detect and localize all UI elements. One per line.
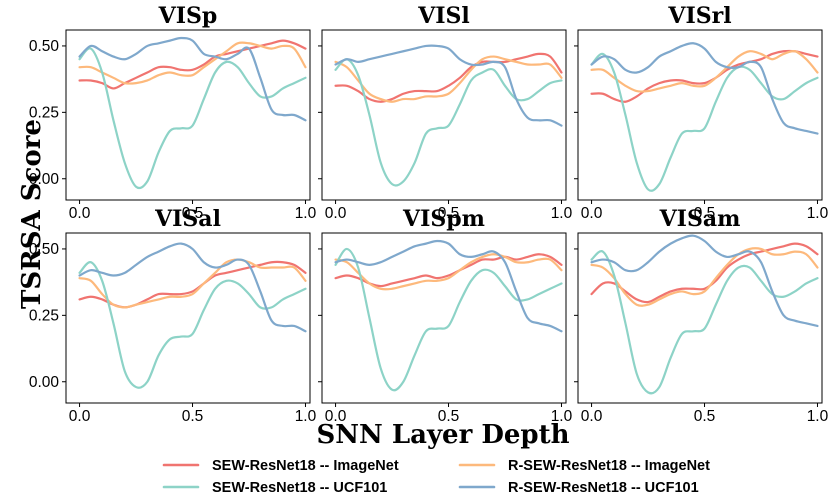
y-tick-label: 0.50 [29,38,60,55]
y-tick-label: 0.50 [29,241,60,258]
x-tick-label: 1.0 [295,205,317,222]
x-tick-label: 0.5 [438,205,460,222]
panel-title-visp: VISp [158,3,218,29]
panel-frame-visam [577,232,823,404]
x-axis-label: SNN Layer Depth [316,420,569,450]
panel-title-visam: VISam [659,206,741,232]
legend: SEW-ResNet18 -- ImageNet SEW-ResNet18 -- … [162,458,710,496]
panel-title-visrl: VISrl [667,3,731,29]
series-line-sew-resnet18-imagenet-vispm [334,253,563,288]
series-line-sew-resnet18-imagenet-visrl [590,49,819,103]
series-line-r-sew-resnet18-ucf101-visal [78,242,307,333]
y-axis-label: TSRSA Score [17,119,47,309]
legend-label: SEW-ResNet18 -- UCF101 [212,480,387,496]
y-tick-label: 0.00 [29,171,60,188]
legend-item-r-sew-resnet18-ucf101: R-SEW-ResNet18 -- UCF101 [458,480,699,496]
series-line-sew-resnet18-imagenet-visam [590,242,819,304]
legend-label: R-SEW-ResNet18 -- UCF101 [508,480,699,496]
series-line-r-sew-resnet18-imagenet-vispm [334,253,563,291]
x-tick-label: 0.0 [69,408,91,425]
x-tick-label: 0.0 [325,205,347,222]
series-line-sew-resnet18-imagenet-visl [334,52,563,103]
panel-vispm: VISpm 0.0 0.5 1.0 [318,206,573,425]
panel-frame-visal [65,232,311,404]
series-line-r-sew-resnet18-imagenet-visp [78,41,307,85]
panel-title-vispm: VISpm [402,206,485,232]
series-line-sew-resnet18-ucf101-visrl [590,52,819,192]
y-tick-label: 0.00 [29,374,60,391]
panel-visrl: VISrl 0.0 0.5 1.0 [574,3,829,222]
series-line-r-sew-resnet18-imagenet-visrl [590,49,819,93]
x-tick-label: 0.0 [69,205,91,222]
legend-label: R-SEW-ResNet18 -- ImageNet [508,458,710,474]
x-tick-label: 0.5 [182,408,204,425]
series-line-sew-resnet18-imagenet-visal [78,260,307,309]
panel-visp: VISp 0.0 0.5 1.0 0.00 0.25 0.50 [29,3,317,222]
panel-visam: VISam 0.0 0.5 1.0 [574,206,829,425]
series-line-r-sew-resnet18-ucf101-visp [78,36,307,122]
y-tick-label: 0.25 [29,104,59,121]
legend-item-r-sew-resnet18-imagenet: R-SEW-ResNet18 -- ImageNet [458,458,710,474]
panel-frame-visrl [577,29,823,201]
x-tick-label: 0.0 [581,408,603,425]
legend-item-sew-resnet18-imagenet: SEW-ResNet18 -- ImageNet [162,458,399,474]
x-tick-label: 0.5 [182,205,204,222]
panel-title-visl: VISl [417,3,470,29]
series-line-sew-resnet18-ucf101-visam [590,250,819,395]
panel-visl: VISl 0.0 0.5 1.0 [318,3,573,222]
series-line-r-sew-resnet18-ucf101-visam [590,234,819,328]
x-tick-label: 0.0 [325,408,347,425]
series-line-r-sew-resnet18-ucf101-vispm [334,239,563,333]
x-tick-label: 1.0 [295,408,317,425]
panel-title-visal: VISal [154,206,221,232]
series-line-sew-resnet18-ucf101-visp [78,47,307,190]
x-tick-label: 0.0 [581,205,603,222]
x-tick-label: 1.0 [551,408,573,425]
series-line-sew-resnet18-ucf101-vispm [334,247,563,392]
legend-item-sew-resnet18-ucf101: SEW-ResNet18 -- UCF101 [162,480,387,496]
x-tick-label: 0.5 [438,408,460,425]
series-line-r-sew-resnet18-imagenet-visam [590,247,819,307]
x-tick-label: 1.0 [807,408,829,425]
series-line-r-sew-resnet18-ucf101-visrl [590,42,819,135]
panel-frame-visp [65,29,311,201]
x-tick-label: 0.5 [694,205,716,222]
legend-label: SEW-ResNet18 -- ImageNet [212,458,399,474]
series-line-r-sew-resnet18-ucf101-visl [334,44,563,127]
series-line-r-sew-resnet18-imagenet-visl [334,55,563,103]
panel-frame-vispm [321,232,567,404]
series-line-sew-resnet18-ucf101-visal [78,261,307,389]
x-tick-label: 1.0 [807,205,829,222]
panel-visal: VISal 0.0 0.5 1.0 0.00 0.25 0.50 [29,206,317,425]
x-tick-label: 1.0 [551,205,573,222]
series-line-sew-resnet18-ucf101-visl [334,58,563,187]
x-tick-label: 0.5 [694,408,716,425]
series-line-sew-resnet18-imagenet-visp [78,39,307,90]
y-tick-label: 0.25 [29,307,59,324]
panel-frame-visl [321,29,567,201]
series-line-r-sew-resnet18-imagenet-visal [78,258,307,309]
